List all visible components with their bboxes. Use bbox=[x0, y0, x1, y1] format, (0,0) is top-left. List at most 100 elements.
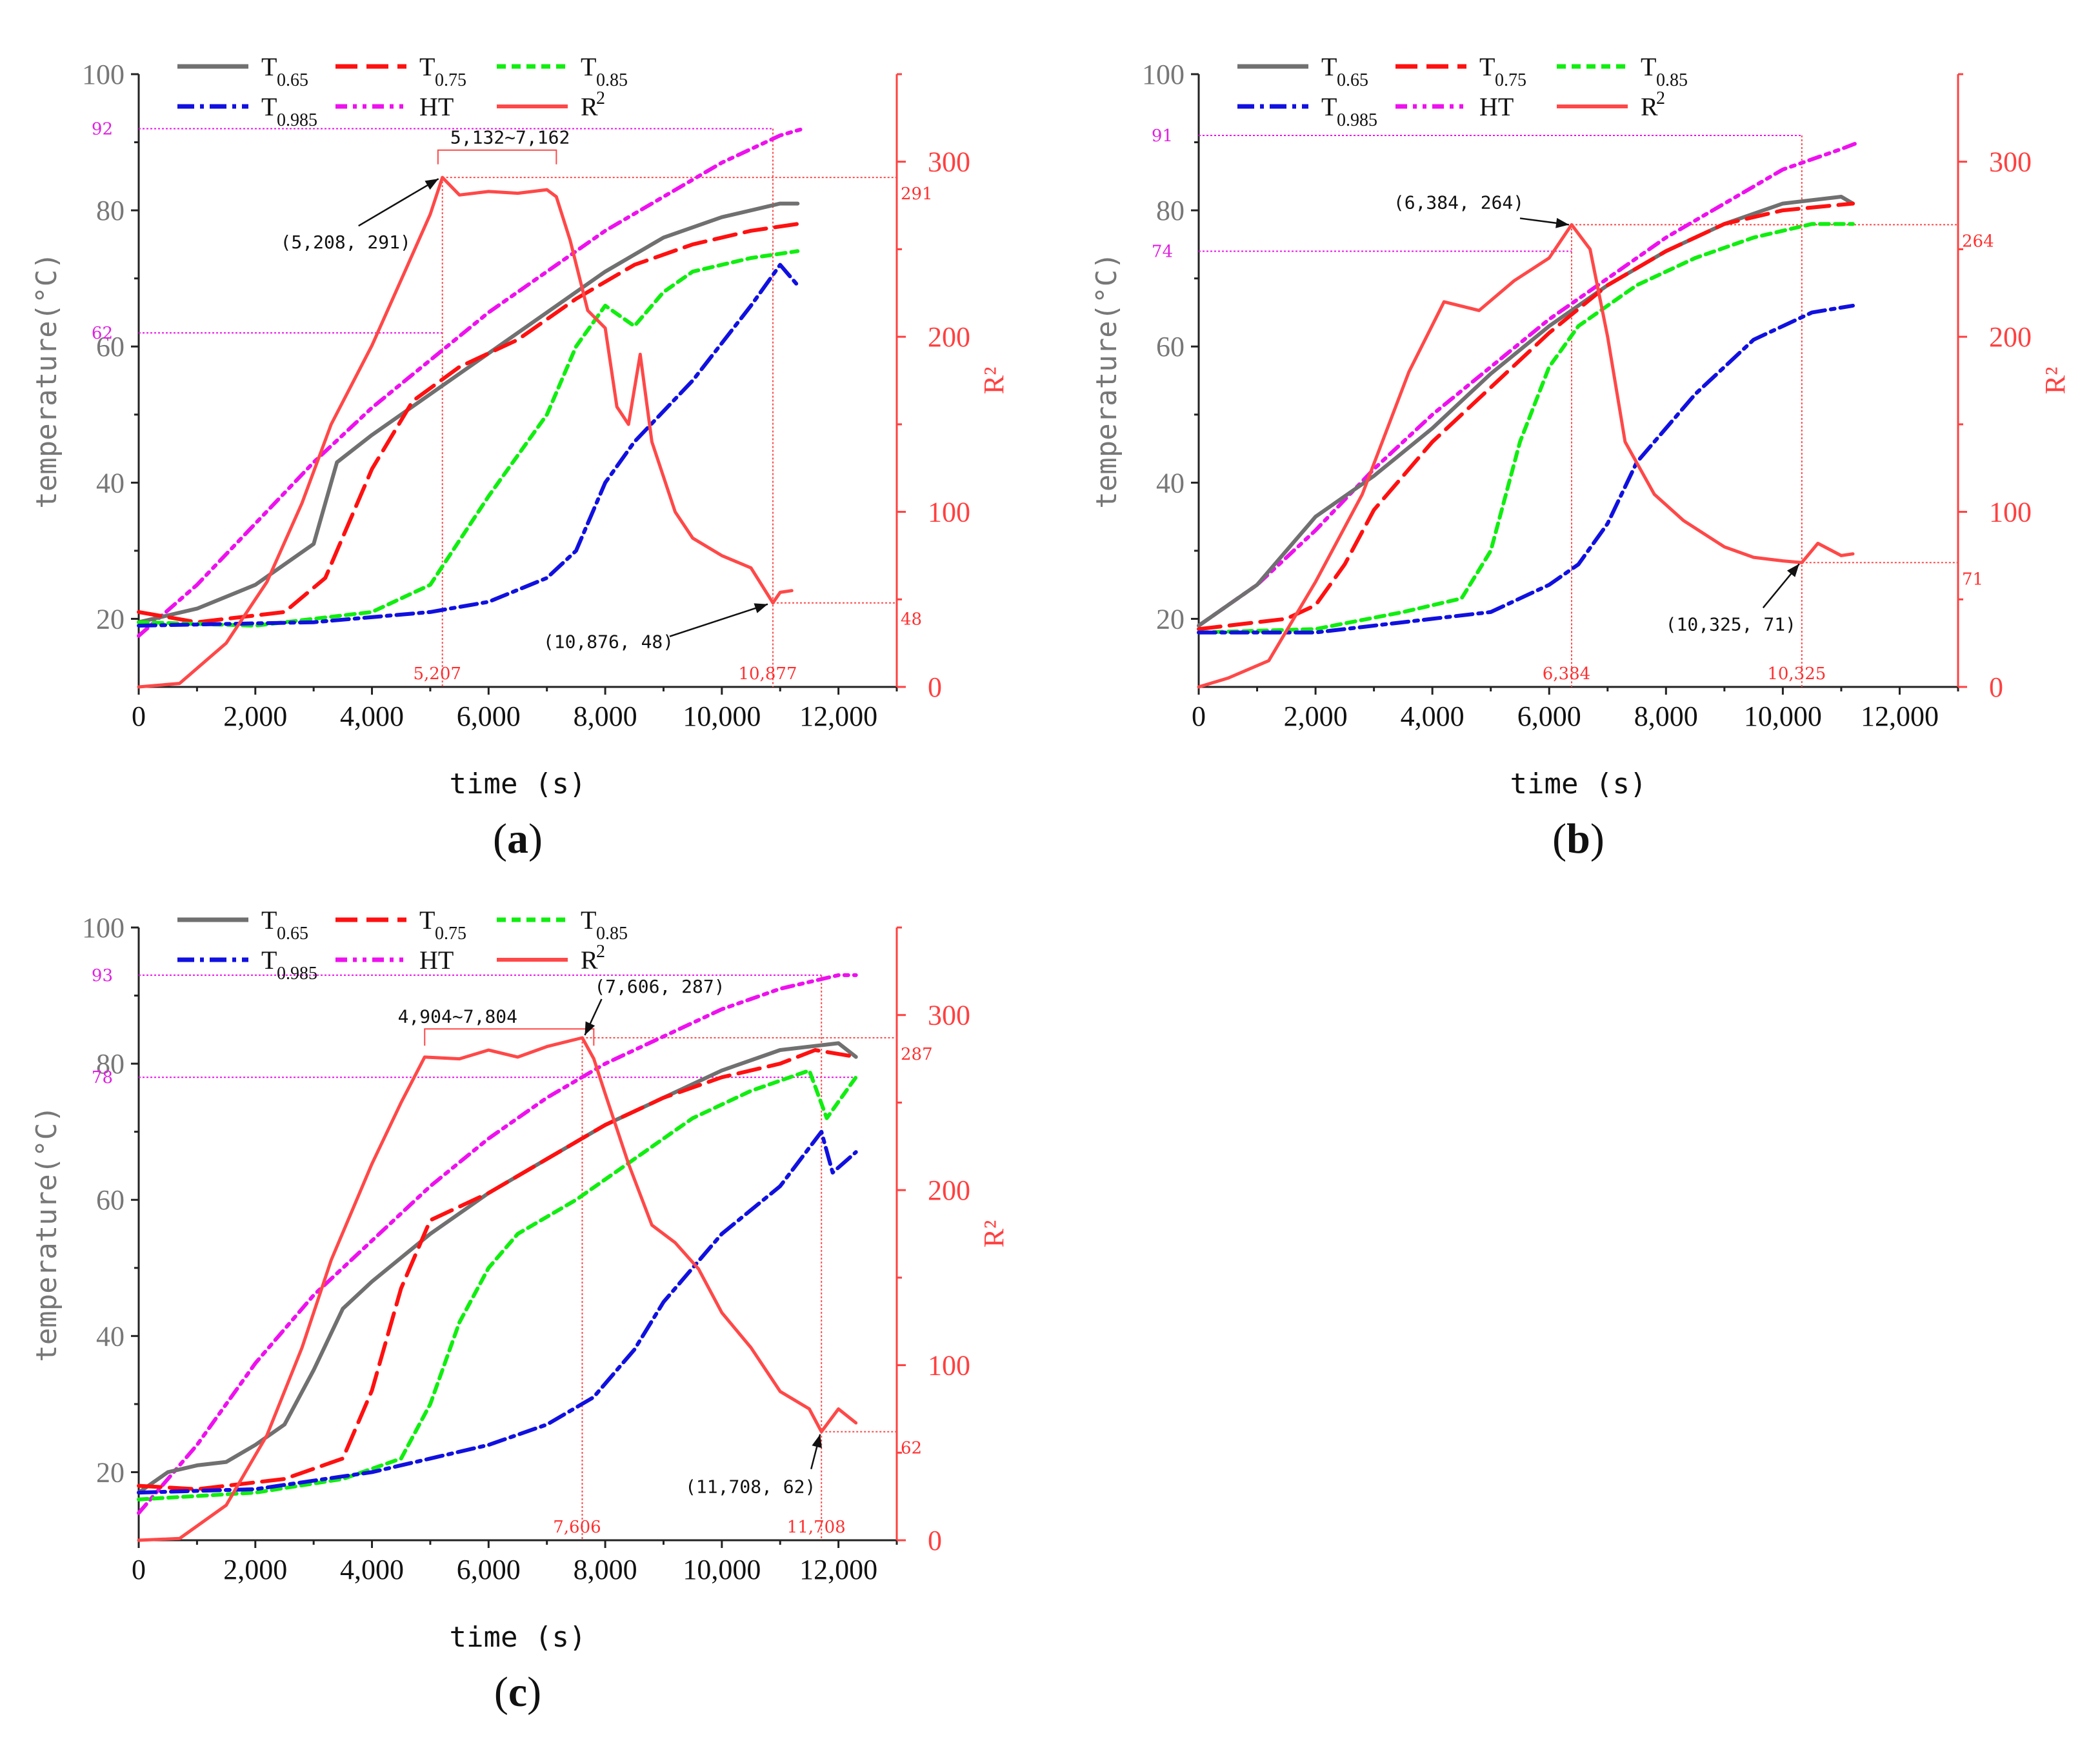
legend-entry-t065: T 0.65 bbox=[177, 906, 308, 944]
legend-entry-ht: HT bbox=[335, 946, 454, 975]
y2-tick-label: 100 bbox=[928, 1350, 970, 1382]
legend-label: R bbox=[1641, 92, 1658, 121]
legend: T 0.65 T 0.75 T 0.85T 0.985 HT R2 bbox=[1237, 52, 1688, 130]
chart-panel-a: 0 2,000 4,000 6,000 8,000 10,000 12,0002040608… bbox=[30, 52, 1010, 862]
ht-upper-label: 92 bbox=[92, 119, 113, 139]
peak-arrow-head bbox=[1555, 217, 1569, 228]
y2-axis-title: R² bbox=[978, 1220, 1010, 1248]
legend-entry-r2: R2 bbox=[1557, 88, 1665, 121]
ht-lower-label: 62 bbox=[92, 324, 113, 343]
min-arrow-line bbox=[669, 603, 768, 637]
series-line-ht bbox=[137, 126, 806, 638]
x-tick-label: 10,000 bbox=[683, 700, 761, 732]
x-tick-label: 6,000 bbox=[457, 700, 521, 732]
series-line-ht bbox=[137, 973, 858, 1515]
t-min-label: 10,877 bbox=[739, 664, 797, 684]
y-axis-title: temperature(°C) bbox=[30, 252, 63, 508]
legend-entry-ht: HT bbox=[1395, 92, 1514, 121]
peak-arrow-line bbox=[358, 178, 439, 227]
legend-entry-t085: T 0.85 bbox=[1557, 52, 1688, 90]
x-tick-label: 0 bbox=[1192, 700, 1206, 732]
x-tick-label: 0 bbox=[132, 700, 146, 732]
legend-label: T bbox=[261, 92, 277, 121]
panel-letter: b bbox=[1566, 815, 1590, 862]
legend-entry-t075: T 0.75 bbox=[1395, 52, 1526, 90]
r2-min-label: 62 bbox=[901, 1439, 922, 1458]
series-line-t065 bbox=[137, 1041, 858, 1495]
peak-arrow-head bbox=[585, 1021, 595, 1035]
y2-tick-label: 300 bbox=[928, 146, 970, 178]
chart-panel-c: 0 2,000 4,000 6,000 8,000 10,000 12,0002040608… bbox=[30, 906, 1010, 1716]
min-label: (11,708, 62) bbox=[685, 1476, 815, 1498]
legend-label: T bbox=[1479, 52, 1495, 81]
min-arrow-head bbox=[1786, 564, 1799, 577]
series-line-t075 bbox=[137, 1048, 858, 1491]
series-line-r2 bbox=[1197, 223, 1855, 689]
y-tick-label: 20 bbox=[96, 603, 125, 635]
x-tick-label: 6,000 bbox=[1517, 700, 1581, 732]
legend-superscript: 2 bbox=[596, 88, 605, 108]
r2-peak-label: 287 bbox=[901, 1045, 933, 1064]
y-axis-title: temperature(°C) bbox=[1090, 252, 1123, 508]
series-line-r2 bbox=[137, 175, 794, 689]
legend-entry-ht: HT bbox=[335, 92, 454, 121]
y2-tick-label: 200 bbox=[928, 1175, 970, 1206]
min-arrow-head bbox=[812, 1434, 822, 1449]
legend-subscript: 0.85 bbox=[1656, 70, 1688, 90]
x-tick-label: 8,000 bbox=[574, 700, 637, 732]
y2-tick-label: 300 bbox=[1989, 146, 2032, 178]
ht-upper-label: 91 bbox=[1152, 126, 1173, 146]
legend-label: T bbox=[1641, 52, 1656, 81]
y2-tick-label: 100 bbox=[928, 497, 970, 528]
y2-axis-title: R² bbox=[2039, 367, 2071, 395]
legend-label: T bbox=[419, 52, 435, 81]
legend-label: R bbox=[581, 92, 598, 121]
legend-label: R bbox=[581, 946, 598, 975]
legend-superscript: 2 bbox=[596, 942, 605, 962]
min-label: (10,325, 71) bbox=[1666, 613, 1796, 635]
legend-label: HT bbox=[1479, 92, 1514, 121]
legend-label: HT bbox=[419, 946, 454, 975]
r2-min-label: 48 bbox=[901, 610, 922, 630]
legend-entry-r2: R2 bbox=[497, 88, 605, 121]
panel-label: (b) bbox=[1552, 815, 1605, 862]
x-axis-title: time (s) bbox=[450, 1621, 586, 1654]
x-axis-title: time (s) bbox=[1510, 768, 1647, 800]
legend-subscript: 0.985 bbox=[277, 964, 317, 984]
legend-label: T bbox=[261, 906, 277, 935]
r2-peak-label: 291 bbox=[901, 184, 933, 204]
range-label: 4,904~7,804 bbox=[398, 1006, 517, 1027]
legend-subscript: 0.75 bbox=[435, 70, 466, 90]
y2-tick-label: 100 bbox=[1989, 497, 2032, 528]
legend-label: T bbox=[581, 906, 596, 935]
ht-lower-label: 78 bbox=[92, 1068, 113, 1087]
x-tick-label: 6,000 bbox=[457, 1554, 521, 1585]
y-tick-label: 40 bbox=[96, 467, 125, 499]
x-tick-label: 12,000 bbox=[799, 700, 877, 732]
range-bracket bbox=[424, 1028, 595, 1046]
x-tick-label: 12,000 bbox=[799, 1554, 877, 1585]
range-label: 5,132~7,162 bbox=[450, 127, 570, 148]
y-tick-label: 20 bbox=[96, 1456, 125, 1488]
y-tick-label: 20 bbox=[1156, 603, 1185, 635]
x-tick-label: 12,000 bbox=[1861, 700, 1939, 732]
legend-entry-t085: T 0.85 bbox=[497, 52, 628, 90]
series-line-t0985 bbox=[137, 263, 800, 628]
legend-subscript: 0.85 bbox=[596, 70, 628, 90]
x-tick-label: 8,000 bbox=[574, 1554, 637, 1585]
legend-entry-t075: T 0.75 bbox=[335, 906, 466, 944]
series-line-t085 bbox=[1197, 222, 1855, 635]
t-peak-label: 6,384 bbox=[1543, 664, 1590, 684]
y2-tick-label: 200 bbox=[928, 321, 970, 353]
legend-entry-t0985: T 0.985 bbox=[177, 92, 317, 130]
legend-label: T bbox=[419, 906, 435, 935]
y-tick-label: 100 bbox=[1142, 59, 1185, 90]
t-min-label: 10,325 bbox=[1767, 664, 1826, 684]
legend-subscript: 0.75 bbox=[1495, 70, 1526, 90]
series-line-t075 bbox=[1197, 201, 1855, 631]
chart-panel-b: 0 2,000 4,000 6,000 8,000 10,000 12,0002040608… bbox=[1090, 52, 2071, 862]
legend: T 0.65 T 0.75 T 0.85T 0.985 HT R2 bbox=[177, 52, 628, 130]
x-tick-label: 10,000 bbox=[683, 1554, 761, 1585]
legend-entry-t085: T 0.85 bbox=[497, 906, 628, 944]
y2-tick-label: 0 bbox=[928, 671, 942, 703]
